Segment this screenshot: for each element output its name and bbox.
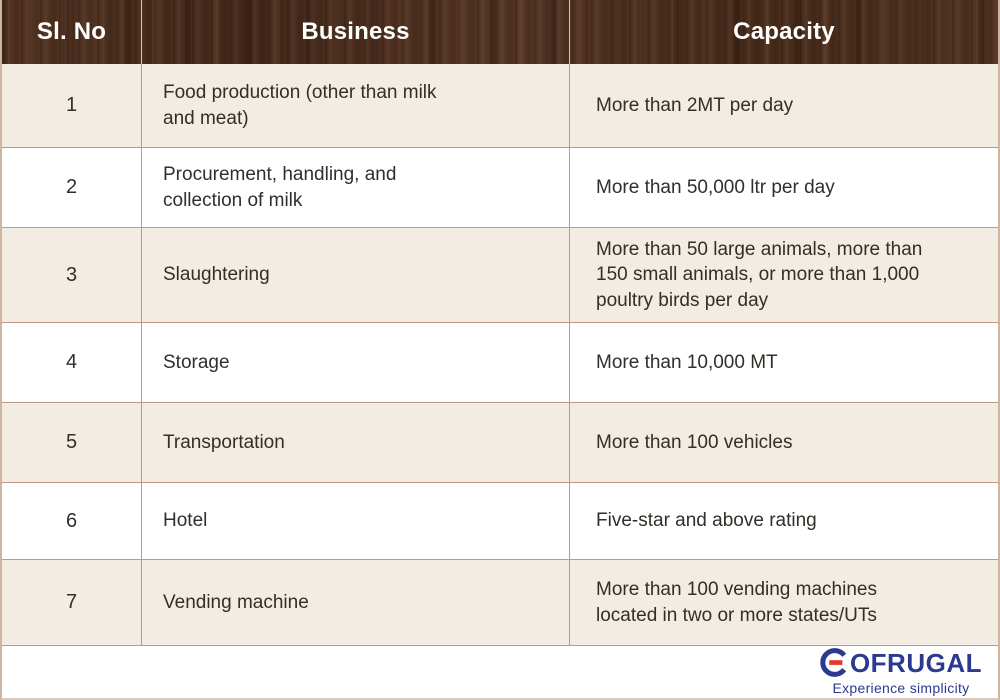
table-header-row: Sl. No Business Capacity	[2, 0, 998, 64]
cell-sl-no: 3	[2, 228, 142, 322]
cell-capacity: More than 50,000 ltr per day	[596, 176, 835, 198]
gofrugal-g-icon	[820, 648, 847, 677]
cell-business: Slaughtering	[142, 228, 570, 322]
cell-business: Food production (other than milk and mea…	[142, 64, 570, 147]
cell-capacity: More than 100 vending machines located i…	[596, 579, 877, 626]
cell-sl-no: 7	[2, 560, 142, 645]
gofrugal-tagline: Experience simplicity	[832, 680, 970, 696]
cell-capacity: More than 50 large animals, more than 15…	[596, 239, 923, 311]
cell-business: Storage	[142, 323, 570, 402]
cell-sl-no: 2	[2, 148, 142, 227]
table-row: 6 Hotel Five-star and above rating	[2, 483, 998, 560]
cell-sl-no: 5	[2, 403, 142, 482]
column-header-capacity: Capacity	[733, 18, 835, 45]
table-row: 7 Vending machine More than 100 vending …	[2, 560, 998, 646]
cell-sl-no: 1	[2, 64, 142, 147]
cell-capacity: More than 2MT per day	[596, 94, 794, 116]
gofrugal-wordmark: OFRUGAL	[820, 648, 982, 677]
table-row: 2 Procurement, handling, and collection …	[2, 148, 998, 228]
cell-sl-no: 6	[2, 483, 142, 559]
table-row: 1 Food production (other than milk and m…	[2, 64, 998, 148]
cell-business: Hotel	[142, 483, 570, 559]
cell-capacity: More than 10,000 MT	[596, 351, 778, 373]
cell-business: Procurement, handling, and collection of…	[142, 148, 570, 227]
gofrugal-logo: OFRUGAL Experience simplicity	[820, 648, 982, 696]
column-header-sl-no: Sl. No	[2, 0, 142, 64]
cell-business: Vending machine	[142, 560, 570, 645]
cell-capacity: Five-star and above rating	[596, 510, 817, 532]
table-row: 5 Transportation More than 100 vehicles	[2, 403, 998, 483]
cell-sl-no: 4	[2, 323, 142, 402]
gofrugal-wordmark-text: OFRUGAL	[849, 647, 982, 678]
table-row: 3 Slaughtering More than 50 large animal…	[2, 228, 998, 323]
table-row: 4 Storage More than 10,000 MT	[2, 323, 998, 403]
cell-capacity: More than 100 vehicles	[596, 431, 793, 453]
column-header-business: Business	[142, 0, 570, 64]
footer: OFRUGAL Experience simplicity	[2, 646, 998, 698]
cell-business: Transportation	[142, 403, 570, 482]
